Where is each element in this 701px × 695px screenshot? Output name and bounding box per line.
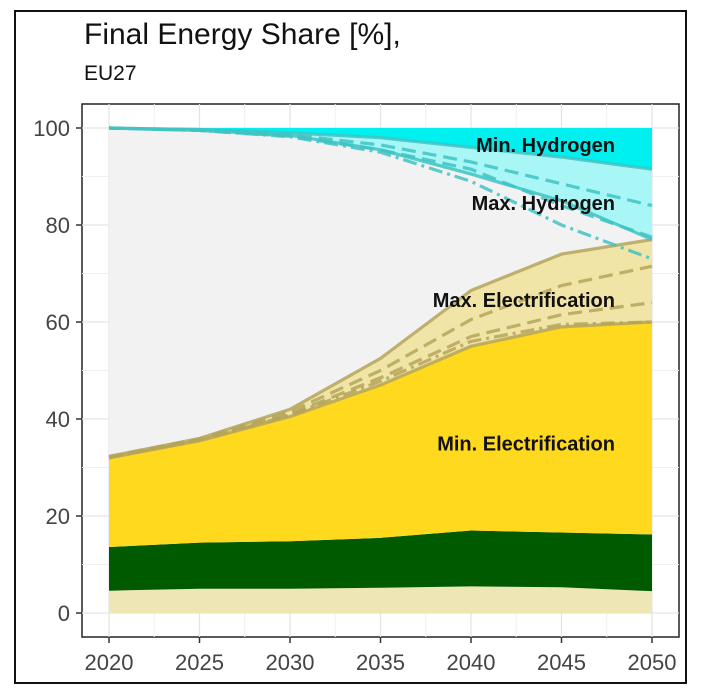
chart-title: Final Energy Share [%], [84,18,401,51]
y-tick-label: 20 [46,504,70,529]
x-tick-label: 2050 [628,650,677,675]
stacked-areas [109,128,652,613]
area-band [109,128,652,240]
x-tick-label: 2035 [356,650,405,675]
scenario-lines [108,126,653,460]
y-tick-label: 40 [46,407,70,432]
annotation-label: Max. Electrification [433,290,615,312]
electrification-line [108,237,653,458]
annotation-label: Min. Electrification [437,433,615,455]
y-tick-label: 0 [58,601,70,626]
area-band [109,128,652,457]
y-tick-label: 60 [46,310,70,335]
x-tick-label: 2030 [266,650,315,675]
annotations: Min. Hydrogen Max. Hydrogen Max. Electrifi… [433,135,615,455]
x-tick-label: 2020 [85,650,134,675]
area-band [109,239,652,458]
annotation-label: Max. Hydrogen [472,193,615,215]
x-tick-label: 2045 [537,650,586,675]
area-band [109,530,652,592]
hydrogen-line [108,126,653,242]
y-tick-label: 100 [33,116,70,141]
annotation-label: Min. Hydrogen [476,135,615,157]
area-band [109,128,652,170]
x-tick-label: 2025 [175,650,224,675]
chart-subtitle: EU27 [84,62,137,85]
area-band [109,586,652,613]
area-band [109,322,652,548]
x-tick-label: 2040 [447,650,496,675]
y-tick-label: 80 [46,213,70,238]
